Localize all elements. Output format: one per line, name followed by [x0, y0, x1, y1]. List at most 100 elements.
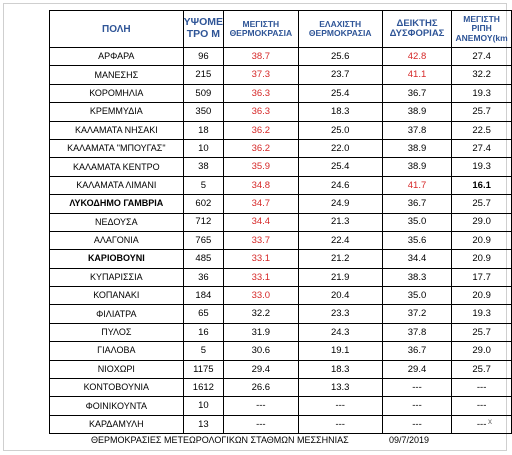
- station-name-cell: ΚΑΡΔΑΜΥΛΗ: [49, 414, 184, 435]
- altitude-cell: 10: [182, 138, 225, 159]
- min-temp-cell: 23.7: [297, 65, 383, 85]
- station-name-cell: ΚΑΛΑΜΑΤΑ ΝΗΣΑΚΙ: [49, 120, 184, 140]
- station-name-cell: ΝΙΟΧΩΡΙ: [49, 359, 184, 380]
- altitude-cell: 13: [182, 414, 225, 435]
- discomfort-index-cell: ---: [381, 396, 453, 416]
- table-row: ΛΥΚΟΔΗΜΟ ΓΑΜΒΡΙΑ 602 34.7 24.9 36.7 25.7: [49, 194, 512, 214]
- wind-gust-cell: 19.3: [451, 157, 512, 177]
- discomfort-index-cell: 41.7: [381, 175, 453, 196]
- min-temp-cell: 21.9: [297, 267, 383, 288]
- footer-caption: ΘΕΡΜΟΚΡΑΣΙΕΣ ΜΕΤΕΩΡΟΛΟΓΙΚΩΝ ΣΤΑΘΜΩΝ ΜΕΣΣ…: [91, 435, 349, 445]
- min-temp-cell: 19.1: [297, 341, 383, 361]
- max-temp-cell: ---: [223, 396, 299, 416]
- wind-gust-cell: 19.3: [451, 83, 512, 104]
- max-temp-cell: 33.0: [223, 286, 299, 306]
- station-name-cell: ΚΑΛΑΜΑΤΑ ΚΕΝΤΡΟ: [49, 157, 184, 177]
- table-row: ΚΑΛΑΜΑΤΑ ΝΗΣΑΚΙ 18 36.2 25.0 37.8 22.5: [49, 120, 512, 140]
- table-row: ΦΙΛΙΑΤΡΑ 65 32.2 23.3 37.2 19.3: [49, 304, 512, 324]
- min-temp-cell: ---: [297, 396, 383, 416]
- wind-gust-cell: 25.7: [451, 102, 512, 122]
- discomfort-index-cell: 36.7: [381, 83, 453, 104]
- table-row: ΚΟΝΤΟΒΟΥΝΙΑ 1612 26.6 13.3 --- ---: [49, 378, 512, 398]
- min-temp-cell: 25.6: [297, 46, 383, 67]
- table-row: ΝΕΔΟΥΣΑ 712 34.4 21.3 35.0 29.0: [49, 212, 512, 232]
- min-temp-cell: 21.2: [297, 249, 383, 269]
- discomfort-index-cell: 41.1: [381, 65, 453, 85]
- station-name-cell: ΚΡΕΜΜΥΔΙΑ: [49, 102, 184, 122]
- discomfort-index-cell: 29.4: [381, 359, 453, 380]
- discomfort-index-cell: 36.7: [381, 341, 453, 361]
- discomfort-index-cell: ---: [381, 414, 453, 435]
- max-temp-cell: 37.3: [223, 65, 299, 85]
- weather-stations-table: ΠΟΛΗ ΥΨΟΜΕ ΤΡΟ Μ ΜΕΓΙΣΤΗ ΘΕΡΜΟΚΡΑΣΙΑ ΕΛΑ…: [49, 10, 512, 435]
- min-temp-cell: 23.3: [297, 304, 383, 324]
- wind-gust-cell: ---: [451, 414, 512, 435]
- min-temp-cell: 25.4: [297, 157, 383, 177]
- wind-gust-cell: 25.7: [451, 322, 512, 343]
- wind-gust-cell: 20.9: [451, 286, 512, 306]
- min-temp-cell: 22.4: [297, 230, 383, 251]
- max-temp-cell: 33.1: [223, 249, 299, 269]
- max-temp-cell: 36.2: [223, 120, 299, 140]
- discomfort-index-cell: 38.9: [381, 138, 453, 159]
- min-temp-cell: 24.6: [297, 175, 383, 196]
- wind-gust-cell: 20.9: [451, 230, 512, 251]
- table-row: ΚΟΡΟΜΗΛΙΑ 509 36.3 25.4 36.7 19.3: [49, 83, 512, 104]
- station-name-cell: ΚΑΡΙΟΒΟΥΝΙ: [49, 249, 184, 269]
- altitude-cell: 36: [182, 267, 225, 288]
- min-temp-cell: 20.4: [297, 286, 383, 306]
- max-temp-cell: ---: [223, 414, 299, 435]
- altitude-cell: 350: [182, 102, 225, 122]
- table-row: ΠΥΛΟΣ 16 31.9 24.3 37.8 25.7: [49, 322, 512, 343]
- discomfort-index-cell: 37.8: [381, 322, 453, 343]
- altitude-cell: 712: [182, 212, 225, 232]
- table-row: ΚΡΕΜΜΥΔΙΑ 350 36.3 18.3 38.9 25.7: [49, 102, 512, 122]
- discomfort-index-cell: 38.3: [381, 267, 453, 288]
- station-name-cell: ΝΕΔΟΥΣΑ: [49, 212, 184, 232]
- wind-gust-cell: 27.4: [451, 46, 512, 67]
- table-row: ΚΑΛΑΜΑΤΑ ΚΕΝΤΡΟ 38 35.9 25.4 38.9 19.3: [49, 157, 512, 177]
- min-temp-cell: 24.3: [297, 322, 383, 343]
- altitude-cell: 18: [182, 120, 225, 140]
- min-temp-cell: 24.9: [297, 194, 383, 214]
- wind-gust-cell: ---: [451, 378, 512, 398]
- altitude-cell: 65: [182, 304, 225, 324]
- table-body: ΑΡΦΑΡΑ 96 38.7 25.6 42.8 27.4 ΜΑΝΕΣΗΣ 215 37.3 23…: [49, 46, 512, 435]
- discomfort-index-cell: ---: [381, 378, 453, 398]
- altitude-cell: 10: [182, 396, 225, 416]
- station-name-cell: ΚΑΛΑΜΑΤΑ ΛΙΜΑΝΙ: [49, 175, 184, 196]
- table-row: ΚΑΡΙΟΒΟΥΝΙ 485 33.1 21.2 34.4 20.9: [49, 249, 512, 269]
- min-temp-cell: 25.4: [297, 83, 383, 104]
- discomfort-index-cell: 38.9: [381, 102, 453, 122]
- altitude-cell: 1612: [182, 378, 225, 398]
- altitude-cell: 509: [182, 83, 225, 104]
- discomfort-index-cell: 35.0: [381, 286, 453, 306]
- discomfort-index-cell: 37.8: [381, 120, 453, 140]
- table-row: ΚΥΠΑΡΙΣΣΙΑ 36 33.1 21.9 38.3 17.7: [49, 267, 512, 288]
- station-name-cell: ΜΑΝΕΣΗΣ: [49, 65, 184, 85]
- station-name-cell: ΑΡΦΑΡΑ: [49, 46, 184, 67]
- station-name-cell: ΦΟΙΝΙΚΟΥΝΤΑ: [49, 396, 184, 416]
- header-city: ΠΟΛΗ: [49, 10, 184, 48]
- table-row: ΚΑΛΑΜΑΤΑ "ΜΠΟΥΓΑΣ" 10 36.2 22.0 38.9 27.4: [49, 138, 512, 159]
- altitude-cell: 215: [182, 65, 225, 85]
- table-row: ΚΑΡΔΑΜΥΛΗ 13 --- --- --- ---: [49, 414, 512, 435]
- header-discomfort-index: ΔΕΙΚΤΗΣ ΔΥΣΦΟΡΙΑΣ: [381, 10, 453, 48]
- wind-gust-cell: 19.3: [451, 304, 512, 324]
- station-name-cell: ΚΥΠΑΡΙΣΣΙΑ: [49, 267, 184, 288]
- max-temp-cell: 36.3: [223, 83, 299, 104]
- wind-gust-cell: 25.7: [451, 359, 512, 380]
- max-temp-cell: 30.6: [223, 341, 299, 361]
- header-max-temp: ΜΕΓΙΣΤΗ ΘΕΡΜΟΚΡΑΣΙΑ: [223, 10, 299, 48]
- wind-gust-cell: 29.0: [451, 212, 512, 232]
- altitude-cell: 5: [182, 341, 225, 361]
- station-name-cell: ΚΑΛΑΜΑΤΑ "ΜΠΟΥΓΑΣ": [49, 138, 184, 159]
- max-temp-cell: 35.9: [223, 157, 299, 177]
- altitude-cell: 485: [182, 249, 225, 269]
- wind-gust-cell: 17.7: [451, 267, 512, 288]
- min-temp-cell: 25.0: [297, 120, 383, 140]
- wind-gust-cell: 29.0: [451, 341, 512, 361]
- wind-gust-cell: 16.1: [451, 175, 512, 196]
- wind-gust-cell: ---: [451, 396, 512, 416]
- station-name-cell: ΓΙΑΛΟΒΑ: [49, 341, 184, 361]
